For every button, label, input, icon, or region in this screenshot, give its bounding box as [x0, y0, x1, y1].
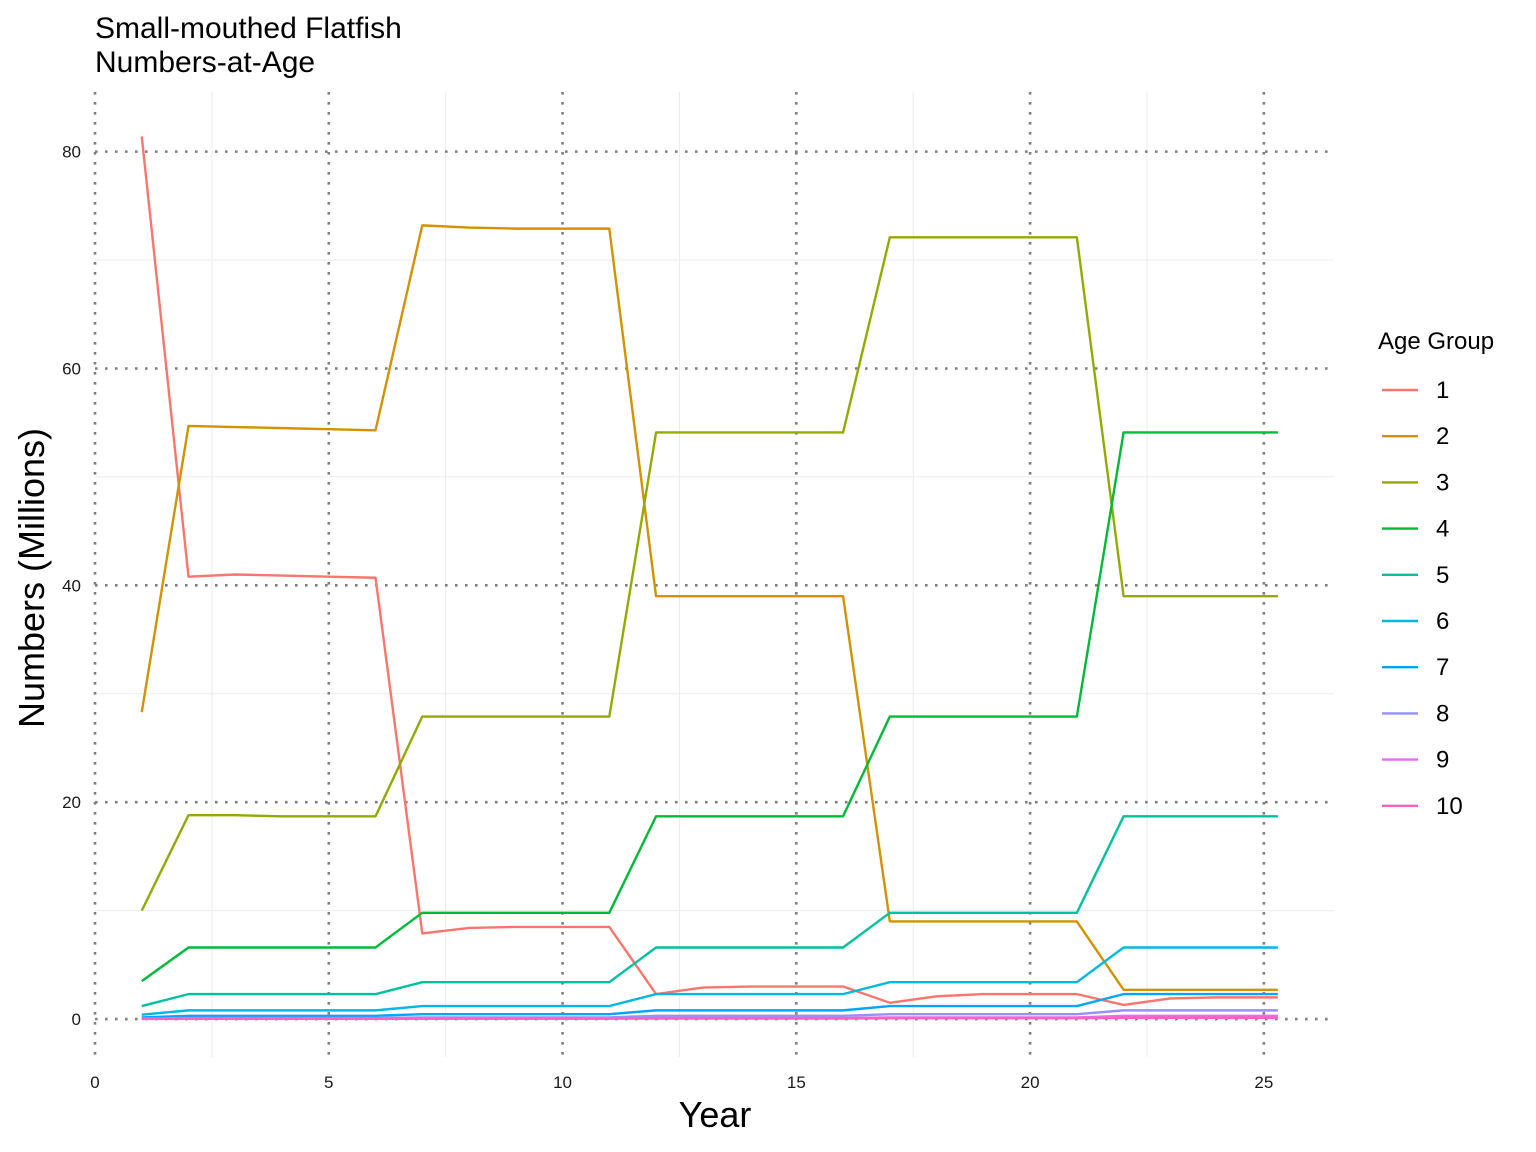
- legend-label-age-4: 4: [1436, 516, 1449, 543]
- legend-items: 1 2 3 4 5 6 7 8 9 10: [1382, 377, 1463, 820]
- y-tick-label: 60: [62, 359, 81, 378]
- series-line-age-1: [140, 136, 1278, 1007]
- series-line-age-2: [140, 224, 1278, 991]
- x-tick-label: 0: [90, 1073, 99, 1092]
- legend-label-age-8: 8: [1436, 700, 1449, 727]
- legend-item-age-2: 2: [1382, 423, 1449, 450]
- legend-label-age-6: 6: [1436, 608, 1449, 635]
- legend-title: Age Group: [1378, 328, 1494, 355]
- series-lines: [140, 136, 1278, 1021]
- x-tick-label: 20: [1021, 1073, 1040, 1092]
- x-tick-label: 10: [553, 1073, 572, 1092]
- legend-label-age-7: 7: [1436, 654, 1449, 681]
- series-line-age-3: [140, 236, 1278, 912]
- series-line-age-5: [141, 815, 1278, 1008]
- y-axis-title: Numbers (Millions): [11, 428, 52, 728]
- legend-item-age-7: 7: [1382, 654, 1449, 681]
- series-line-age-4: [141, 431, 1278, 983]
- series-line-age-6: [141, 946, 1278, 1016]
- y-tick-label: 40: [62, 576, 81, 595]
- legend-item-age-3: 3: [1382, 469, 1449, 496]
- y-tick-label: 80: [62, 143, 81, 162]
- legend-item-age-1: 1: [1382, 377, 1449, 404]
- series-line-age-7: [141, 992, 1278, 1019]
- legend-label-age-5: 5: [1436, 562, 1449, 589]
- chart-subtitle: Numbers-at-Age: [95, 46, 315, 79]
- x-axis-tick-labels: 0 5 10 15 20 25: [90, 1073, 1273, 1092]
- x-axis-title: Year: [679, 1094, 752, 1135]
- x-tick-label: 15: [787, 1073, 806, 1092]
- legend-label-age-1: 1: [1436, 377, 1449, 404]
- y-axis-tick-labels: 0 20 40 60 80: [62, 143, 81, 1029]
- legend-item-age-10: 10: [1382, 793, 1463, 820]
- y-tick-label: 20: [62, 793, 81, 812]
- legend-item-age-6: 6: [1382, 608, 1449, 635]
- legend-item-age-5: 5: [1382, 562, 1449, 589]
- series-line-age-10: [141, 1016, 1278, 1021]
- x-tick-label: 5: [324, 1073, 333, 1092]
- legend-label-age-3: 3: [1436, 469, 1449, 496]
- y-tick-label: 0: [72, 1010, 81, 1029]
- minor-gridlines: [95, 92, 1334, 1057]
- chart-title: Small-mouthed Flatfish: [95, 12, 402, 45]
- legend-label-age-9: 9: [1436, 747, 1449, 774]
- legend-item-age-4: 4: [1382, 516, 1449, 543]
- x-tick-label: 25: [1254, 1073, 1273, 1092]
- legend: Age Group 1 2 3 4 5 6 7 8 9 10: [1378, 328, 1494, 820]
- legend-label-age-10: 10: [1436, 793, 1463, 820]
- legend-item-age-8: 8: [1382, 700, 1449, 727]
- legend-item-age-9: 9: [1382, 747, 1449, 774]
- major-gridlines: [93, 92, 1334, 1057]
- legend-label-age-2: 2: [1436, 423, 1449, 450]
